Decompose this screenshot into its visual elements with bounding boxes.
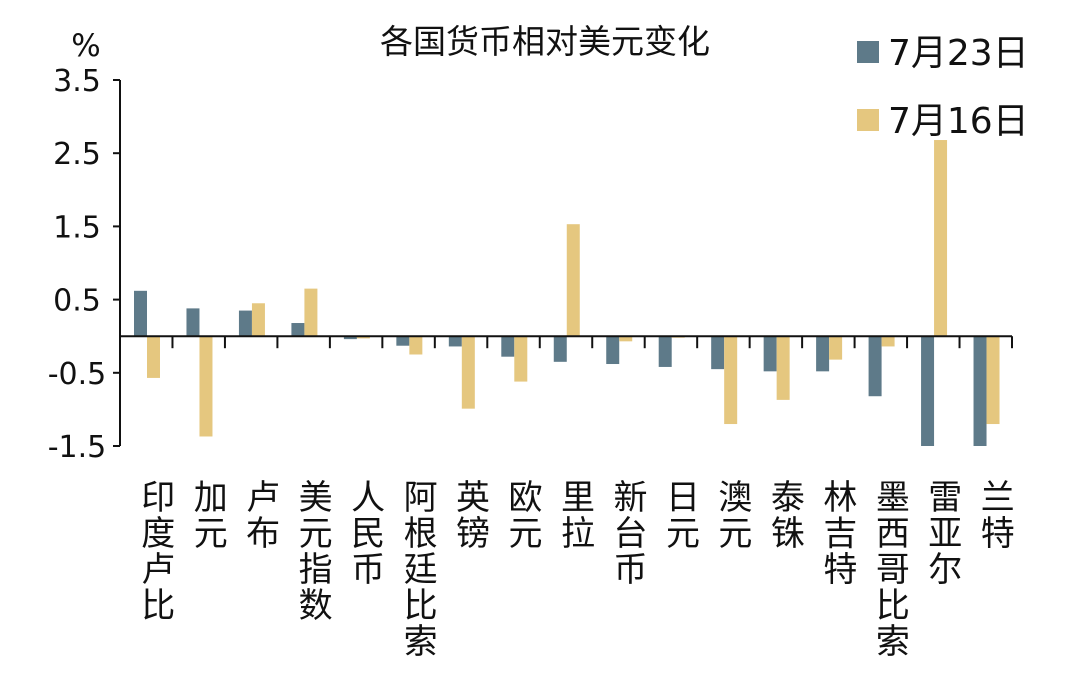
bar-series-2 (147, 336, 160, 378)
x-tick-label: 欧元 (509, 478, 543, 554)
bar-series-1 (343, 336, 357, 340)
bar-series-1 (186, 308, 200, 337)
bar-series-2 (304, 288, 318, 337)
x-tick-label: 英镑 (456, 478, 490, 554)
bar-series-1 (238, 310, 252, 337)
x-tick-label: 林吉特 (823, 478, 857, 590)
chart-title: 各国货币相对美元变化 (380, 22, 710, 61)
bar-series-1 (921, 336, 935, 446)
bar-series-1 (973, 336, 987, 446)
y-tick-label: 3.5 (53, 64, 101, 99)
y-axis: 3.5 2.5 1.5 0.5 -0.5 -1.5 (48, 64, 121, 465)
x-tick-label: 日元 (666, 478, 700, 554)
bar-series-2 (356, 336, 370, 339)
bar-series-1 (816, 336, 830, 372)
x-tick-label: 卢布 (246, 478, 280, 554)
bar-series-1 (291, 323, 305, 337)
x-tick-label: 加元 (194, 478, 228, 554)
bar-series-2 (461, 336, 475, 409)
bar-series-2 (829, 336, 843, 360)
y-tick-label: -0.5 (48, 357, 107, 392)
bar-series-1 (606, 336, 620, 365)
legend-swatch-series-1 (857, 41, 879, 63)
y-tick-label: 1.5 (53, 210, 101, 245)
x-tick-label: 兰特 (981, 478, 1015, 554)
x-tick-label: 泰铢 (771, 478, 805, 554)
bar-series-2 (409, 336, 423, 355)
bars (134, 140, 1000, 446)
bar-series-2 (776, 336, 790, 400)
x-tick-label: 新台币 (613, 478, 647, 590)
legend-label-series-1: 7月23日 (888, 33, 1029, 74)
bar-series-1 (448, 336, 462, 347)
x-tick-label: 美元指数 (299, 478, 333, 626)
legend-swatch-series-2 (857, 109, 879, 131)
x-axis: 印度卢比加元卢布美元指数人民币阿根廷比索英镑欧元里拉新台币日元澳元泰铢林吉特墨西… (120, 335, 1015, 662)
bar-series-2 (881, 336, 895, 347)
x-tick-label: 印度卢比 (141, 478, 175, 626)
bar-series-1 (396, 336, 410, 346)
y-tick-label: -1.5 (48, 430, 107, 465)
x-tick-label: 澳元 (718, 478, 752, 554)
bar-series-1 (501, 336, 515, 357)
bar-series-1 (134, 290, 147, 337)
bar-series-2 (514, 336, 528, 382)
bar-series-2 (986, 336, 1000, 425)
bar-series-2 (566, 224, 580, 337)
x-tick-label: 阿根廷比索 (404, 478, 438, 662)
bar-series-1 (763, 336, 777, 372)
bar-series-1 (658, 336, 672, 367)
y-tick-label: 2.5 (53, 137, 101, 172)
bar-series-1 (868, 336, 882, 397)
bar-series-2 (251, 303, 265, 337)
bar-series-1 (553, 336, 567, 362)
x-tick-label: 里拉 (561, 478, 595, 554)
legend-label-series-2: 7月16日 (888, 101, 1029, 142)
bar-series-2 (199, 336, 213, 437)
x-tick-label: 墨西哥比索 (876, 478, 910, 662)
bar-series-2 (724, 336, 738, 425)
bar-series-2 (934, 140, 948, 337)
y-tick-label: 0.5 (53, 284, 101, 319)
bar-series-2 (619, 336, 633, 342)
x-tick-label: 雷亚尔 (928, 478, 962, 590)
bar-series-1 (711, 336, 725, 370)
legend: 7月23日 7月16日 (857, 33, 1029, 142)
y-axis-unit-label: % (71, 28, 100, 64)
x-tick-label: 人民币 (351, 478, 385, 590)
